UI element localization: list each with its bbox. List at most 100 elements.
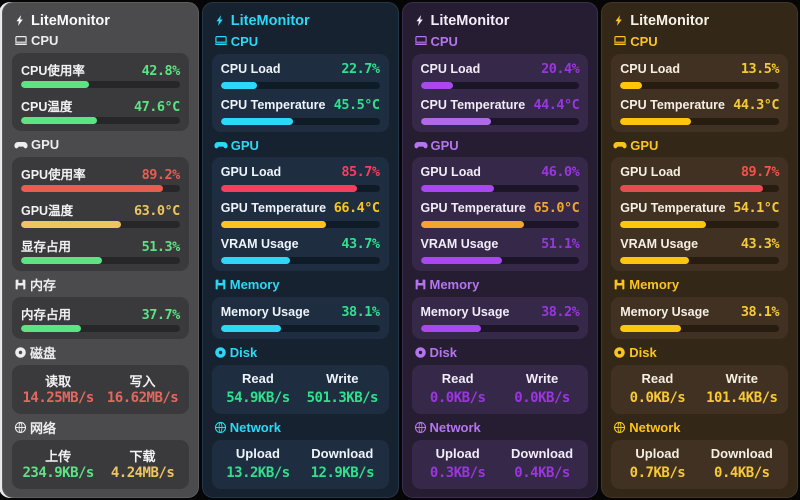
progress-track — [21, 117, 180, 125]
memory-card: Memory Usage 38.1% — [611, 297, 788, 340]
progress-fill — [420, 325, 482, 333]
network-upload: Upload 0.3KB/s — [416, 446, 500, 483]
col-label: 下载 — [129, 449, 156, 464]
section-header-cpu: CPU — [14, 33, 189, 50]
metric-value: 38.1% — [740, 304, 780, 321]
metric-row: CPU温度 47.6°C — [21, 96, 180, 125]
disk-icon — [613, 346, 626, 359]
col-label: Upload — [435, 445, 480, 461]
lightning-bolt-icon — [14, 14, 26, 27]
metric-value: 47.6°C — [133, 99, 180, 116]
gpu-icon — [14, 138, 28, 152]
metric-value: 37.7% — [141, 307, 181, 323]
metric-label: CPU Load — [220, 61, 281, 76]
metric-value: 45.5°C — [333, 96, 380, 113]
section-header-memory: Memory — [214, 276, 389, 293]
metric-value: 38.1% — [341, 304, 380, 321]
section-label: Disk — [629, 345, 657, 361]
disk-icon — [14, 346, 27, 359]
network-card: Upload 13.2KB/s Download 12.9KB/s — [211, 439, 389, 489]
metric-label: GPU Temperature — [220, 201, 327, 216]
app-title-text: LiteMonitor — [430, 12, 510, 29]
col-value: 501.3KB/s — [306, 390, 379, 407]
network-card: Upload 0.3KB/s Download 0.4KB/s — [411, 439, 589, 489]
metric-label: CPU Load — [420, 61, 481, 76]
section-label: GPU — [630, 137, 659, 153]
metric-value: 46.0% — [541, 164, 580, 181]
section-label: Network — [229, 420, 282, 436]
progress-track — [620, 221, 779, 229]
memory-icon — [14, 278, 27, 291]
metric-row: GPU使用率 89.2% — [21, 164, 180, 192]
gpu-card: GPU Load 89.7% GPU Temperature 54.1°C VRAM… — [611, 157, 788, 272]
progress-track — [420, 81, 580, 89]
section-label: GPU — [31, 137, 60, 153]
gpu-icon — [214, 138, 228, 152]
col-label: Upload — [235, 445, 280, 461]
section-header-network: Network — [613, 419, 788, 436]
metric-row: VRAM Usage 43.3% — [620, 236, 780, 265]
metric-row: Memory Usage 38.1% — [620, 304, 780, 333]
section-label: GPU — [430, 137, 459, 153]
metric-value: 43.7% — [341, 236, 380, 253]
section-header-memory: Memory — [414, 276, 589, 293]
disk-card: Read 0.0KB/s Write 0.0KB/s — [411, 365, 589, 415]
progress-fill — [21, 257, 103, 264]
col-value: 0.0KB/s — [514, 390, 570, 407]
progress-fill — [620, 81, 642, 89]
metric-row: 内存占用 37.7% — [21, 304, 180, 332]
metric-label: 显存占用 — [21, 240, 72, 254]
metric-value: 13.5% — [740, 60, 780, 77]
col-label: 写入 — [129, 374, 156, 389]
progress-fill — [21, 117, 97, 125]
network-icon — [214, 421, 227, 434]
col-label: Download — [311, 445, 374, 461]
col-value: 4.24MB/s — [110, 465, 175, 481]
progress-track — [21, 81, 180, 89]
network-icon — [613, 421, 626, 434]
app-title: LiteMonitor — [14, 12, 189, 30]
section-header-network: Network — [414, 419, 589, 436]
disk-card: Read 54.9KB/s Write 501.3KB/s — [211, 365, 389, 415]
metric-label: CPU温度 — [21, 100, 73, 115]
section-header-network: 网络 — [14, 419, 189, 436]
cpu-card: CPU使用率 42.8% CPU温度 47.6°C — [12, 53, 189, 132]
metric-row: GPU Load 46.0% — [420, 164, 580, 193]
progress-fill — [620, 221, 707, 229]
monitor-panel[interactable]: LiteMonitor CPU CPU Load 22.7% CPU Temper… — [201, 2, 399, 498]
section-label: CPU — [430, 33, 458, 49]
cpu-icon — [14, 34, 28, 48]
metric-value: 44.4°C — [533, 96, 580, 113]
metric-label: CPU Temperature — [420, 97, 526, 112]
progress-fill — [420, 257, 502, 265]
metric-label: VRAM Usage — [220, 237, 299, 252]
progress-fill — [220, 117, 293, 125]
metric-label: GPU Load — [620, 165, 681, 180]
section-header-gpu: GPU — [214, 137, 389, 154]
section-label: Disk — [229, 345, 258, 361]
monitor-panel[interactable]: LiteMonitor CPU CPU Load 20.4% CPU Temper… — [401, 2, 599, 498]
progress-track — [420, 185, 580, 193]
section-header-gpu: GPU — [413, 137, 589, 154]
section-label: GPU — [230, 137, 259, 153]
network-upload: Upload 13.2KB/s — [216, 446, 300, 483]
col-label: Download — [710, 445, 773, 461]
section-label: 磁盘 — [30, 346, 57, 361]
metric-row: CPU Load 22.7% — [220, 61, 380, 89]
col-label: Upload — [635, 445, 680, 461]
monitor-panel[interactable]: LiteMonitor CPU CPU使用率 42.8% CPU温度 47.6°C … — [2, 2, 199, 498]
col-value: 234.9KB/s — [22, 465, 95, 481]
col-label: 上传 — [45, 449, 72, 464]
metric-value: 85.7% — [341, 164, 380, 181]
lightning-bolt-icon — [414, 14, 426, 27]
progress-track — [620, 117, 779, 125]
monitor-panel[interactable]: LiteMonitor CPU CPU Load 13.5% CPU Temper… — [601, 2, 798, 498]
section-header-cpu: CPU — [613, 33, 788, 50]
metric-value: 51.1% — [541, 236, 580, 253]
disk-write: 写入 16.62MB/s — [100, 371, 184, 408]
progress-fill — [21, 325, 81, 332]
section-header-cpu: CPU — [414, 33, 589, 50]
app-title: LiteMonitor — [414, 12, 589, 30]
gpu-card: GPU使用率 89.2% GPU温度 63.0°C 显存占用 51.3% — [12, 157, 189, 271]
disk-icon — [214, 346, 227, 359]
